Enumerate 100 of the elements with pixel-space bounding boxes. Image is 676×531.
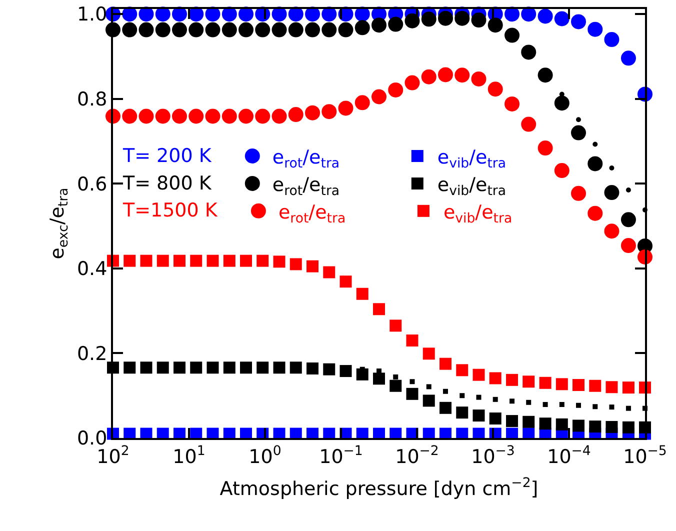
point (539, 418, 552, 430)
point (554, 96, 570, 111)
point (522, 376, 535, 388)
point (305, 22, 320, 38)
legend-label: e$_{rot}$/e$_{tra}$ (278, 201, 346, 226)
point (122, 6, 138, 22)
point (172, 6, 187, 22)
text: T= 200 K (122, 144, 212, 167)
point (472, 410, 485, 422)
point (390, 320, 402, 332)
point (206, 254, 219, 267)
legend-label: e$_{vib}$/e$_{tra}$ (437, 174, 506, 199)
point (554, 163, 570, 178)
point (138, 6, 154, 22)
point (626, 406, 631, 411)
point (542, 402, 548, 408)
text: T= 800 K (122, 172, 212, 194)
point (238, 22, 254, 38)
point (388, 82, 404, 98)
point (272, 6, 287, 22)
point (588, 156, 603, 172)
point (471, 12, 486, 28)
point (172, 108, 187, 124)
point (322, 22, 337, 38)
point (506, 374, 518, 386)
point (404, 75, 420, 90)
point (521, 6, 536, 22)
point (155, 108, 170, 124)
point (538, 8, 553, 24)
point (140, 362, 152, 374)
point (222, 6, 237, 22)
point (489, 412, 502, 424)
point (305, 105, 320, 120)
y-tick-label: 0.6 (76, 173, 108, 196)
x-tick-label: 10$^{−4}$ (547, 444, 591, 468)
point (592, 142, 598, 147)
point (354, 95, 370, 110)
point (272, 108, 287, 124)
point (510, 398, 515, 404)
x-tick-label: 10$^{1}$ (172, 444, 206, 468)
point (256, 362, 269, 374)
point (372, 89, 386, 104)
point (155, 22, 170, 38)
x-tick-label: 10$^{0}$ (248, 444, 282, 468)
point (288, 6, 304, 22)
x-tick-label: 10$^{−3}$ (471, 444, 515, 468)
point (172, 22, 187, 38)
point (556, 378, 568, 390)
point (622, 382, 634, 394)
point (173, 254, 186, 267)
point (592, 404, 598, 410)
point (305, 6, 320, 22)
point (454, 10, 470, 26)
point (404, 13, 420, 28)
point (156, 362, 169, 374)
point (489, 372, 502, 384)
point (504, 96, 520, 112)
point (606, 381, 618, 394)
x-tick-label: 10$^{−2}$ (395, 444, 439, 468)
point (290, 362, 302, 374)
point (571, 125, 586, 140)
point (421, 69, 436, 84)
point (190, 254, 202, 267)
x-tick-label: 10$^{−1}$ (319, 444, 363, 468)
point (620, 212, 636, 228)
point (156, 254, 169, 267)
point (322, 104, 337, 120)
point (238, 108, 254, 124)
point (288, 107, 304, 122)
x-axis-title: Atmospheric pressure [dyn cm$^{−2}$] (220, 476, 538, 500)
point (454, 68, 470, 83)
point (488, 18, 503, 33)
point (390, 380, 402, 392)
point (173, 362, 186, 374)
point (421, 12, 436, 27)
point (604, 32, 620, 48)
point (124, 362, 136, 374)
point (222, 22, 237, 38)
point (138, 108, 154, 124)
point (604, 224, 620, 239)
point (492, 396, 498, 402)
point (272, 22, 287, 38)
point (440, 358, 452, 370)
legend-label: e$_{rot}$/e$_{tra}$ (272, 146, 340, 172)
point (255, 108, 270, 124)
point (322, 6, 337, 22)
y-tick-label: 0.2 (76, 342, 108, 365)
point (576, 402, 581, 408)
point (373, 303, 385, 316)
y-tick-label: 1.0 (76, 4, 108, 26)
point (559, 402, 564, 408)
point (205, 22, 220, 38)
point (122, 22, 138, 38)
point (354, 20, 370, 36)
point (240, 254, 252, 267)
point (556, 418, 568, 430)
point (521, 44, 536, 60)
point (422, 394, 435, 407)
point (440, 402, 452, 414)
point (443, 388, 448, 394)
